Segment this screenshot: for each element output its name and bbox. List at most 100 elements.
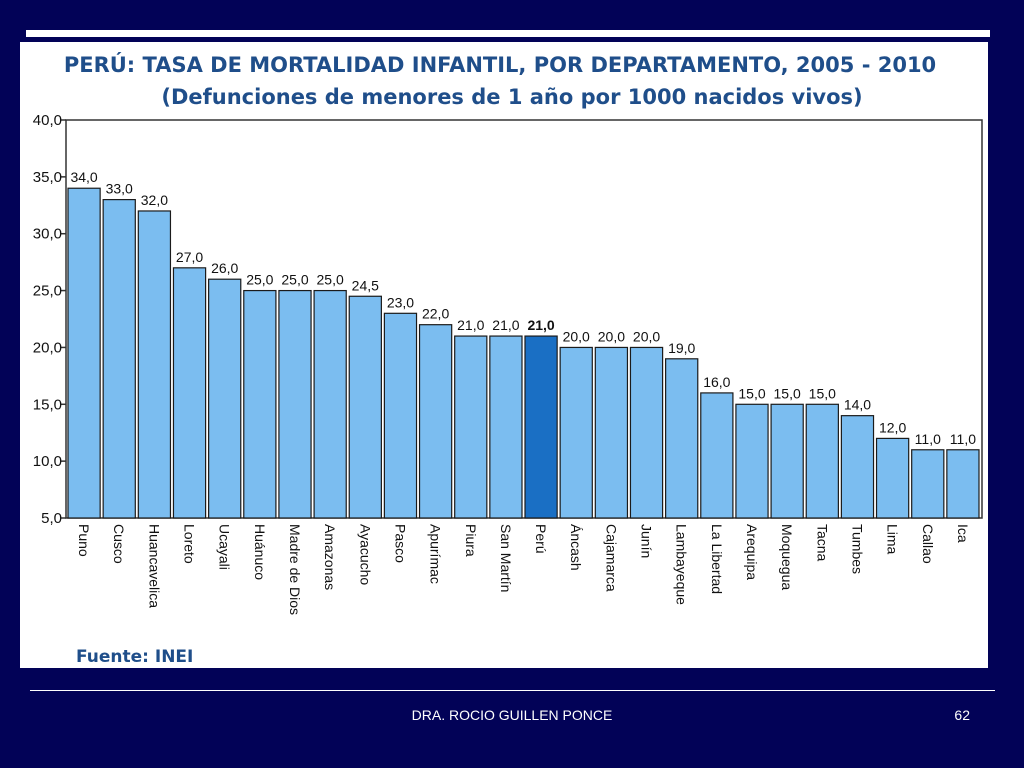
bar — [172, 267, 207, 519]
bar-value-label: 15,0 — [738, 385, 765, 401]
bar — [454, 335, 488, 519]
value-labels-group: 34,0 33,0 32,0 27,0 26,0 25,0 25,0 25,0 24,5 23,0… — [70, 169, 976, 447]
bar-value-label: 20,0 — [598, 328, 625, 344]
y-tick-label: 10,0 — [33, 453, 62, 470]
bar — [770, 403, 804, 519]
category-label: Moquegua — [779, 524, 795, 590]
bar — [665, 358, 699, 519]
bar-value-label: 20,0 — [633, 328, 660, 344]
bar — [208, 278, 242, 519]
bar-value-label: 21,0 — [492, 317, 519, 333]
footer-author: DRA. ROCIO GUILLEN PONCE — [411, 707, 613, 723]
category-label: Pasco — [392, 524, 408, 563]
bar — [67, 187, 101, 519]
bar-value-label: 15,0 — [774, 385, 801, 401]
chart-title: PERÚ: TASA DE MORTALIDAD INFANTIL, POR D… — [64, 52, 936, 77]
bar-value-label: 26,0 — [211, 260, 238, 276]
bar — [278, 289, 312, 519]
bar-value-label: 24,5 — [352, 277, 379, 293]
bar — [946, 449, 980, 519]
bar-value-label: 25,0 — [281, 272, 308, 288]
bars-group — [67, 187, 980, 519]
bar — [559, 346, 593, 519]
bar — [840, 415, 875, 519]
bar — [911, 449, 945, 519]
category-label: Callao — [920, 524, 936, 564]
category-label: Cusco — [111, 524, 127, 564]
chart-figure: PERÚ: TASA DE MORTALIDAD INFANTIL, POR D… — [20, 42, 988, 668]
category-label: Arequipa — [744, 524, 760, 580]
bar-value-label: 19,0 — [668, 340, 695, 356]
category-label: Junín — [639, 524, 655, 558]
category-label: Huánuco — [252, 524, 268, 580]
plot-area-frame — [65, 119, 983, 519]
category-label: Perú — [533, 524, 549, 554]
category-label: Ica — [955, 524, 971, 543]
category-label: Apurímac — [428, 524, 444, 584]
category-label: La Libertad — [709, 524, 725, 594]
bar — [102, 199, 136, 519]
page-number: 62 — [954, 707, 970, 723]
bar-value-label: 32,0 — [141, 192, 168, 208]
bar-value-label: 12,0 — [879, 419, 906, 435]
category-label: Puno — [76, 524, 92, 557]
bar-value-label: 23,0 — [387, 294, 414, 310]
y-tick-label: 40,0 — [33, 112, 62, 129]
bar-value-label: 22,0 — [422, 306, 449, 322]
category-label: Madre de Dios — [287, 524, 303, 615]
bar-value-label: 11,0 — [915, 431, 941, 447]
category-label: Lima — [885, 524, 901, 555]
bar-value-label: 27,0 — [176, 249, 203, 265]
bar-value-label: 25,0 — [317, 272, 344, 288]
bar-value-label: 34,0 — [70, 169, 97, 185]
category-label: Amazonas — [322, 524, 338, 590]
bar — [875, 437, 910, 519]
bar-value-label: 11,0 — [950, 431, 976, 447]
bar — [629, 346, 664, 519]
bar — [383, 312, 418, 519]
category-label: Áncash — [568, 524, 584, 571]
y-tick-label: 25,0 — [33, 283, 62, 300]
bar — [594, 346, 629, 519]
bar-chart: PERÚ: TASA DE MORTALIDAD INFANTIL, POR D… — [33, 52, 983, 667]
bar — [137, 210, 172, 519]
bar-value-label: 21,0 — [457, 317, 484, 333]
y-tick-label: 35,0 — [33, 169, 62, 186]
bar-value-label: 14,0 — [844, 397, 871, 413]
category-label: Loreto — [182, 524, 198, 564]
slide-top-rule — [26, 30, 990, 37]
bar — [313, 289, 347, 519]
bar — [243, 289, 277, 519]
bar — [735, 403, 769, 519]
category-label: Ayacucho — [357, 524, 373, 585]
y-tick-label: 5,0 — [41, 510, 62, 527]
bar — [348, 295, 382, 519]
category-label: Ucayali — [217, 524, 233, 570]
bar-value-label: 16,0 — [703, 374, 730, 390]
category-label: Piura — [463, 524, 479, 557]
footer-rule — [30, 690, 995, 691]
bar-value-label: 33,0 — [106, 181, 133, 197]
y-tick-label: 15,0 — [33, 396, 62, 413]
bar-value-label: 25,0 — [246, 272, 273, 288]
y-tick-label: 30,0 — [33, 226, 62, 243]
bar — [489, 335, 523, 519]
category-label: Cajamarca — [603, 524, 619, 592]
category-label: San Martín — [498, 524, 514, 592]
bar — [418, 324, 453, 519]
category-labels-group: Puno Cusco Huancavelica Loreto Ucayali Huánuc… — [76, 524, 971, 615]
chart-source: Fuente: INEI — [76, 647, 193, 667]
category-label: Lambayeque — [674, 524, 690, 605]
y-axis: 5,0 10,0 15,0 20,0 25,0 30,0 35,0 40,0 — [33, 112, 66, 527]
category-label: Tumbes — [849, 524, 865, 574]
bar — [805, 403, 839, 519]
bar-value-label: 21,0 — [527, 317, 554, 333]
bar-value-label: 15,0 — [809, 385, 836, 401]
y-tick-label: 20,0 — [33, 339, 62, 356]
chart-subtitle: (Defunciones de menores de 1 año por 100… — [161, 85, 862, 109]
bar-value-label: 20,0 — [563, 328, 590, 344]
category-label: Tacna — [814, 524, 830, 562]
bar — [700, 392, 734, 519]
bar — [524, 335, 558, 519]
category-label: Huancavelica — [146, 524, 162, 608]
